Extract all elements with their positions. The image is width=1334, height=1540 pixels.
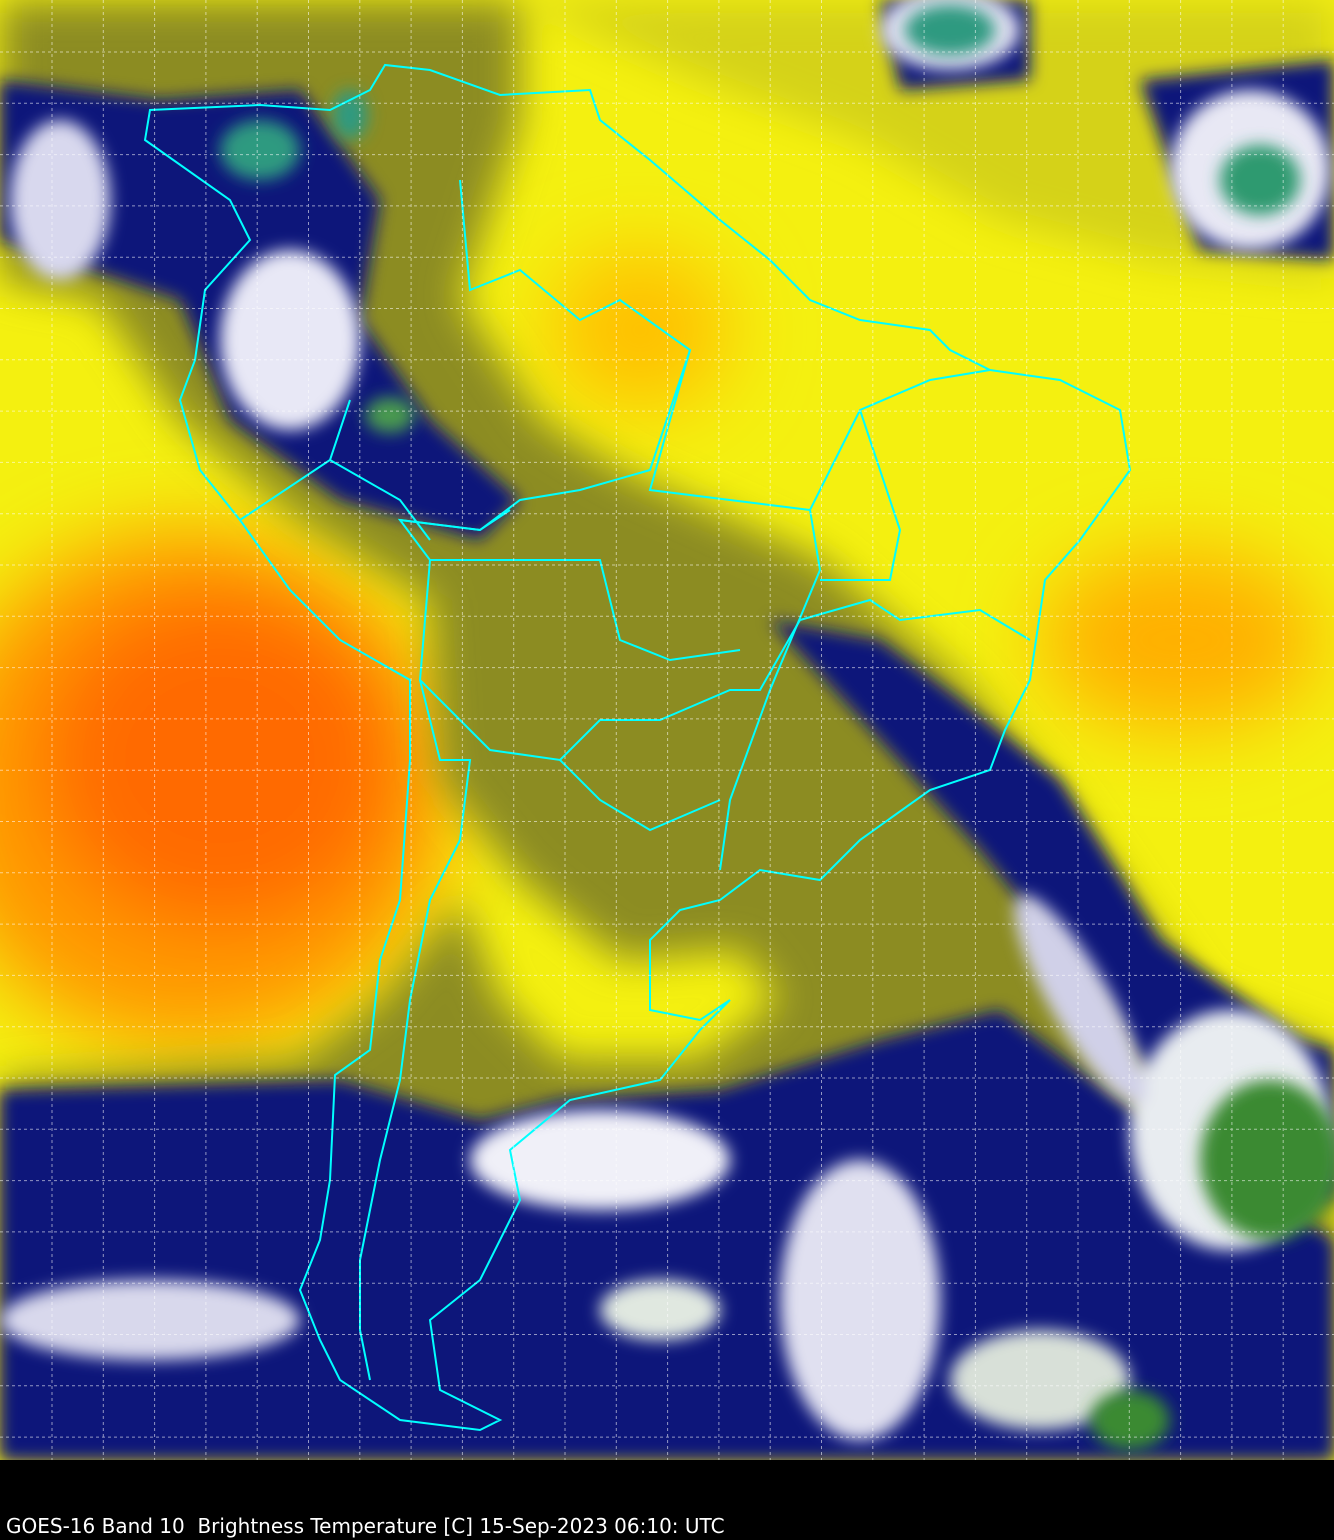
internal-borders (430, 349, 991, 871)
coldest-cloud-tops (220, 5, 1334, 1450)
brightness-temperature-map (0, 0, 1334, 1460)
south-america-coastline (143, 63, 1132, 1432)
lat-lon-grid (0, 0, 1334, 1460)
bolivia-peru-borders (239, 399, 511, 541)
satellite-image (0, 0, 1334, 1460)
image-caption: GOES-16 Band 10 Brightness Temperature [… (6, 1514, 725, 1538)
caption-bar (0, 1460, 1334, 1540)
